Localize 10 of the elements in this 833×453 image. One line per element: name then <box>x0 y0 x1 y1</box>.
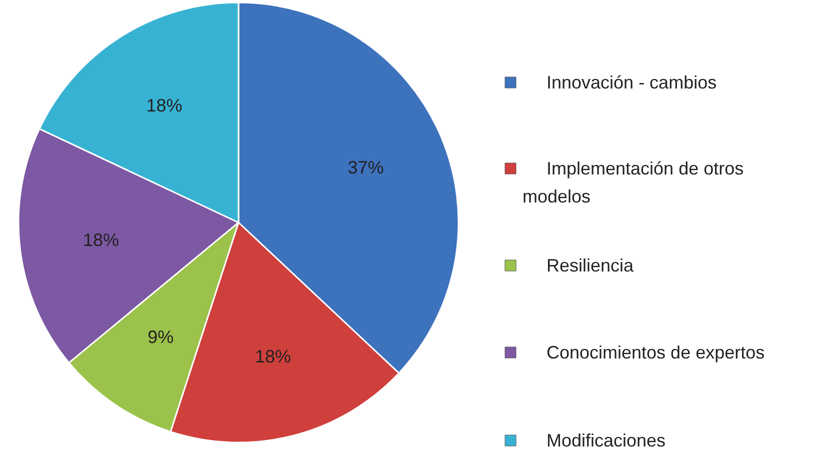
data-label: 18% <box>146 95 182 116</box>
data-label: 18% <box>254 346 291 367</box>
data-label: 9% <box>148 327 174 348</box>
legend-label: Innovación - cambios <box>546 72 717 92</box>
legend-label: Modificaciones <box>546 430 666 450</box>
legend-label: Implementación de otros modelos <box>522 158 744 206</box>
data-label: 18% <box>82 230 120 250</box>
data-label: 37% <box>348 157 384 178</box>
legend-label: Resiliencia <box>546 256 635 276</box>
legend-label: Conocimientos de expertos <box>546 342 765 362</box>
